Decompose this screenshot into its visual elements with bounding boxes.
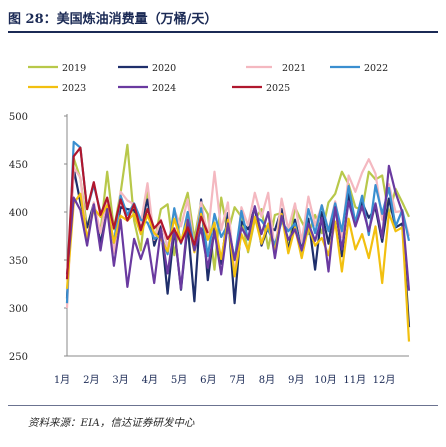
y-tick-label: 400 <box>9 208 28 219</box>
x-tick-label: 1月 <box>54 374 70 386</box>
x-tick-label: 3月 <box>112 374 128 386</box>
x-tick-label: 7月 <box>229 374 245 386</box>
chart-series-lines <box>65 140 411 342</box>
y-tick-label: 500 <box>9 112 28 123</box>
x-tick-label: 4月 <box>142 374 158 386</box>
x-tick-label: 9月 <box>288 374 304 386</box>
y-tick-label: 300 <box>9 304 28 315</box>
x-tick-label: 2月 <box>83 374 99 386</box>
y-tick-label: 450 <box>9 160 28 171</box>
legend-item-2020: 2020 <box>118 63 176 74</box>
x-tick-label: 5月 <box>171 374 187 386</box>
y-tick-label: 350 <box>9 256 28 267</box>
series-line-2019 <box>65 143 410 304</box>
legend-item-2022: 2022 <box>330 63 388 74</box>
chart-legend: 2019 2020 2021 2022 2023 2024 2025 <box>28 63 388 94</box>
figure-source: 资料来源：EIA，信达证券研发中心 <box>28 417 195 429</box>
series-line-2023 <box>65 192 411 342</box>
legend-label: 2021 <box>282 63 306 74</box>
series-line-2024 <box>65 164 411 291</box>
y-tick-label: 250 <box>9 352 28 363</box>
x-tick-label: 10月 <box>314 374 337 386</box>
x-tick-label: 6月 <box>200 374 216 386</box>
figure-title: 图 28：美国炼油消费量（万桶/天） <box>8 12 218 27</box>
legend-label: 2024 <box>152 83 176 94</box>
source-divider <box>8 405 438 406</box>
legend-label: 2019 <box>62 63 86 74</box>
series-line-2025 <box>65 146 209 280</box>
chart-axes: 250 300 350 400 450 500 1月 2月 3月 4月 5月 6月 7月 8月 9月 10月 1… <box>9 112 409 386</box>
legend-item-2023: 2023 <box>28 83 86 94</box>
legend-label: 2023 <box>62 83 86 94</box>
legend-item-2025: 2025 <box>232 83 290 94</box>
legend-item-2024: 2024 <box>118 83 176 94</box>
legend-item-2019: 2019 <box>28 63 86 74</box>
x-tick-label: 11月 <box>343 374 366 386</box>
legend-item-2021: 2021 <box>246 63 306 74</box>
legend-label: 2025 <box>266 83 290 94</box>
series-line-2022 <box>65 140 411 304</box>
x-tick-label: 8月 <box>259 374 275 386</box>
legend-label: 2020 <box>152 63 176 74</box>
x-tick-label: 12月 <box>373 374 396 386</box>
title-divider <box>8 31 438 33</box>
legend-label: 2022 <box>364 63 388 74</box>
